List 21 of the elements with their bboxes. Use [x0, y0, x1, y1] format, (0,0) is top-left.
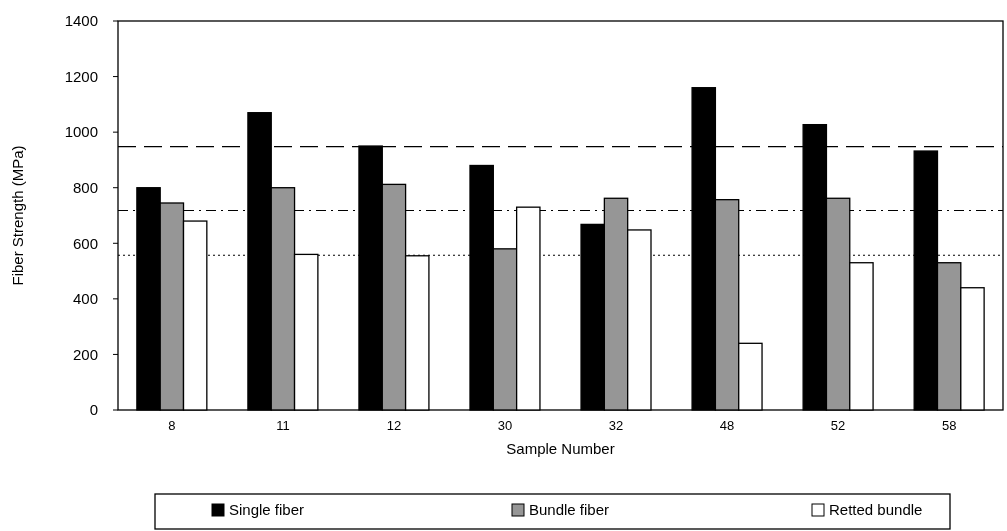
y-tick-label: 1400: [64, 12, 98, 30]
y-tick-label: 1200: [64, 67, 98, 85]
y-tick-label: 1000: [64, 123, 98, 141]
y-axis-title: Fiber Strength (MPa): [9, 145, 26, 286]
y-tick-label: 600: [72, 234, 98, 252]
y-tick-label: 200: [72, 345, 98, 363]
y-tick-label: 0: [89, 401, 98, 419]
x-tick-label: 58: [941, 418, 957, 433]
legend-label: Bundle fiber: [529, 501, 610, 518]
x-tick-label: 52: [830, 418, 846, 433]
x-tick-label: 32: [608, 418, 624, 433]
x-tick-label: 48: [719, 418, 735, 433]
x-tick-label: 8: [168, 418, 176, 433]
x-axis-title: Sample Number: [506, 440, 615, 457]
y-tick-label: 800: [72, 178, 98, 196]
x-tick-label: 12: [386, 418, 402, 433]
legend-label: Retted bundle: [829, 501, 923, 518]
y-tick-label: 400: [72, 290, 98, 308]
legend-label: Single fiber: [229, 501, 305, 518]
x-tick-label: 11: [276, 418, 290, 433]
x-tick-label: 30: [497, 418, 513, 433]
